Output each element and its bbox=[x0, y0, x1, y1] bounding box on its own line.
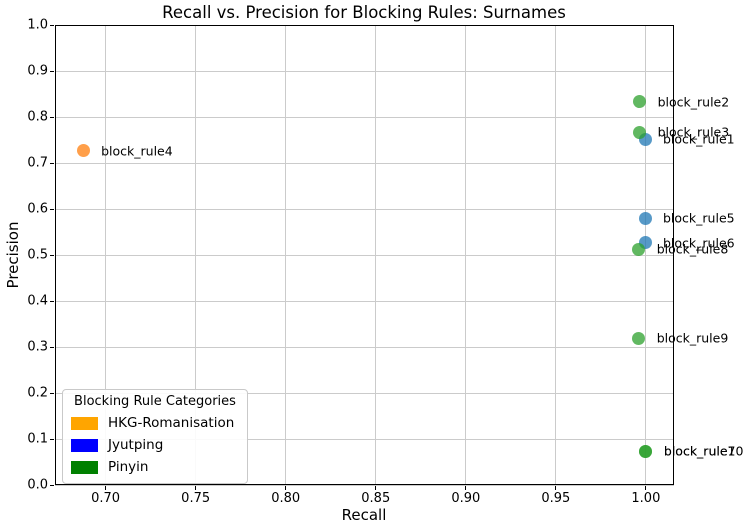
legend-swatch-icon bbox=[71, 438, 98, 452]
y-tick-label: 0.3 bbox=[27, 339, 48, 355]
y-tick-label: 0.2 bbox=[27, 385, 48, 401]
x-tick-label: 0.95 bbox=[541, 491, 571, 506]
legend-entry-label: Jyutping bbox=[108, 437, 164, 453]
scatter-point bbox=[633, 125, 647, 139]
legend-entry: Pinyin bbox=[71, 459, 239, 475]
point-label: block_rule7 bbox=[663, 443, 736, 459]
chart-title: Recall vs. Precision for Blocking Rules:… bbox=[162, 3, 566, 22]
y-tick-label: 0.0 bbox=[27, 477, 48, 493]
y-tick-label: 0.1 bbox=[27, 431, 48, 447]
grid-line-horizontal bbox=[55, 162, 674, 164]
grid-line-horizontal bbox=[55, 438, 674, 440]
y-tick-label: 1.0 bbox=[27, 17, 48, 33]
legend-entry: Jyutping bbox=[71, 437, 239, 453]
legend-swatch-icon bbox=[71, 416, 98, 430]
point-label: block_rule5 bbox=[663, 210, 735, 226]
x-tick-label: 0.75 bbox=[181, 491, 211, 506]
point-label: block_rule6 bbox=[663, 235, 735, 251]
x-tick-mark bbox=[555, 486, 557, 490]
scatter-point bbox=[638, 211, 652, 225]
plot-area bbox=[55, 25, 674, 485]
x-tick-mark bbox=[645, 486, 647, 490]
point-label: block_rule9 bbox=[656, 330, 729, 346]
y-tick-mark bbox=[50, 116, 54, 118]
x-tick-mark bbox=[105, 486, 107, 490]
x-tick-label: 0.90 bbox=[451, 491, 481, 506]
legend: Blocking Rule Categories HKG-Romanisatio… bbox=[62, 389, 248, 484]
y-tick-mark bbox=[50, 346, 54, 348]
y-tick-mark bbox=[50, 438, 54, 440]
point-label: block_rule2 bbox=[657, 94, 730, 110]
scatter-point bbox=[76, 144, 90, 158]
grid-line-horizontal bbox=[55, 70, 674, 72]
x-tick-mark bbox=[195, 486, 197, 490]
legend-entries: HKG-Romanisation Jyutping Pinyin bbox=[71, 415, 239, 475]
y-tick-mark bbox=[50, 254, 54, 256]
point-label: block_rule8 bbox=[656, 241, 729, 257]
y-tick-mark bbox=[50, 484, 54, 486]
legend-title: Blocking Rule Categories bbox=[74, 394, 236, 409]
scatter-point bbox=[632, 242, 646, 256]
x-tick-mark bbox=[465, 486, 467, 490]
point-label: block_rule4 bbox=[101, 143, 173, 159]
y-tick-mark bbox=[50, 24, 54, 26]
y-tick-label: 0.5 bbox=[27, 247, 48, 263]
scatter-point bbox=[632, 331, 646, 345]
y-tick-label: 0.6 bbox=[27, 201, 48, 217]
grid-line-horizontal bbox=[55, 484, 674, 486]
y-tick-mark bbox=[50, 300, 54, 302]
grid-line-horizontal bbox=[55, 300, 674, 302]
legend-entry-label: HKG-Romanisation bbox=[108, 415, 235, 431]
grid-line-horizontal bbox=[55, 208, 674, 210]
y-tick-label: 0.9 bbox=[27, 63, 48, 79]
y-tick-label: 0.4 bbox=[27, 293, 48, 309]
grid-line-horizontal bbox=[55, 346, 674, 348]
y-tick-mark bbox=[50, 162, 54, 164]
point-label: block_rule1 bbox=[663, 131, 735, 147]
legend-entry-label: Pinyin bbox=[108, 459, 149, 475]
legend-entry: HKG-Romanisation bbox=[71, 415, 239, 431]
grid-line-horizontal bbox=[55, 392, 674, 394]
y-tick-label: 0.7 bbox=[27, 155, 48, 171]
scatter-point bbox=[639, 444, 653, 458]
x-tick-label: 0.80 bbox=[271, 491, 301, 506]
y-tick-mark bbox=[50, 392, 54, 394]
point-label: block_rule3 bbox=[657, 124, 730, 140]
point-label: block_rule10 bbox=[663, 443, 744, 459]
y-tick-mark bbox=[50, 208, 54, 210]
scatter-point bbox=[633, 95, 647, 109]
y-tick-mark bbox=[50, 70, 54, 72]
legend-swatch-icon bbox=[71, 460, 98, 474]
x-tick-label: 1.00 bbox=[631, 491, 661, 506]
grid-line-horizontal bbox=[55, 254, 674, 256]
x-tick-mark bbox=[375, 486, 377, 490]
y-tick-label: 0.8 bbox=[27, 109, 48, 125]
grid-line-horizontal bbox=[55, 116, 674, 118]
x-axis-label: Recall bbox=[341, 506, 387, 524]
x-tick-mark bbox=[285, 486, 287, 490]
x-tick-label: 0.85 bbox=[361, 491, 391, 506]
x-tick-label: 0.70 bbox=[91, 491, 121, 506]
